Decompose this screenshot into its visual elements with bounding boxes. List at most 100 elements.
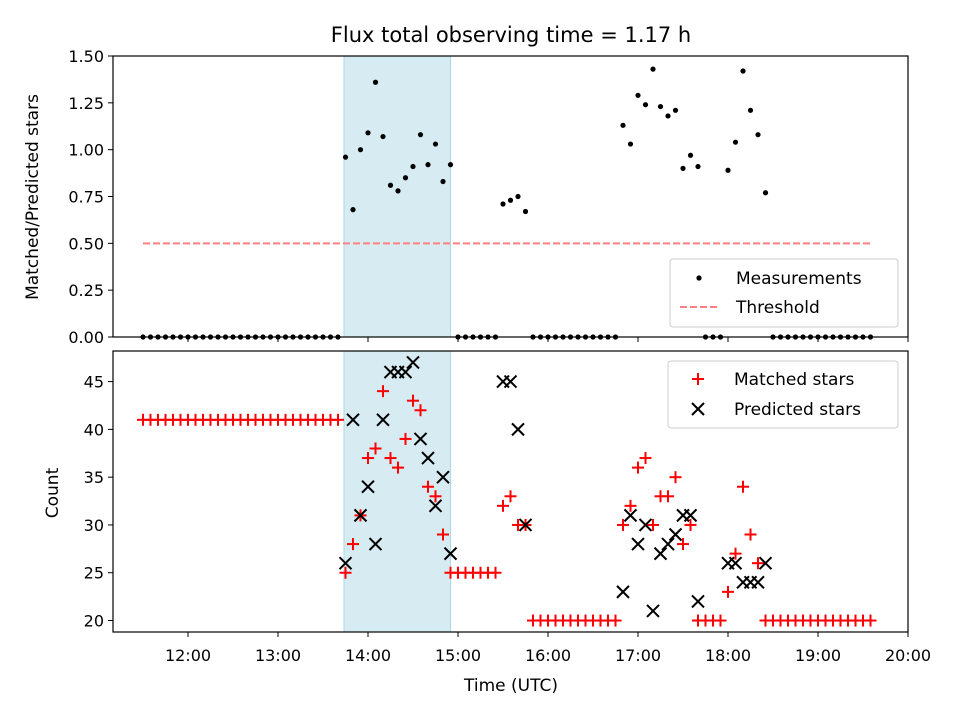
measurement-point — [650, 66, 656, 72]
y-tick-label: 20 — [84, 612, 104, 631]
predicted-star-point — [623, 508, 638, 523]
measurement-point — [695, 163, 701, 170]
predicted-star-point — [346, 413, 360, 427]
measurement-point — [380, 133, 386, 140]
matched-star-point — [617, 518, 629, 531]
matched-star-point — [722, 585, 734, 598]
legend-measurements-marker — [696, 275, 702, 281]
matched-star-point — [624, 499, 637, 512]
matched-star-point — [609, 614, 622, 627]
predicted-star-point — [691, 594, 705, 609]
matched-star-point — [632, 461, 644, 474]
measurement-point — [387, 182, 394, 188]
axes-frame — [112, 350, 909, 633]
predicted-star-point — [421, 451, 435, 465]
x-tick-label: 18:00 — [705, 646, 751, 665]
predicted-star-point — [751, 575, 765, 590]
x-axis-label: Time (UTC) — [463, 676, 558, 696]
matched-star-point — [744, 528, 757, 541]
predicted-star-point — [683, 508, 698, 523]
legend-threshold-label: Threshold — [735, 298, 820, 318]
matched-star-point — [714, 614, 727, 627]
predicted-star-point — [518, 518, 533, 532]
matched-star-point — [504, 490, 517, 503]
measurement-point — [425, 162, 431, 168]
y-tick-label: 0.25 — [68, 281, 104, 300]
matched-star-point — [662, 490, 674, 503]
matched-star-point — [339, 566, 352, 579]
measurement-point — [680, 165, 686, 171]
x-tick-label: 19:00 — [795, 646, 841, 665]
bottom-ylabel: Count — [43, 467, 63, 518]
y-tick-label: 40 — [84, 420, 104, 439]
predicted-star-point — [728, 556, 743, 570]
x-tick-label: 14:00 — [345, 646, 391, 665]
matched-star-point — [752, 557, 764, 570]
matched-star-point — [497, 499, 509, 512]
predicted-star-point — [653, 546, 668, 561]
bottom-legend-box — [667, 360, 899, 429]
matched-star-point — [864, 614, 877, 627]
measurement-point — [395, 188, 401, 194]
matched-star-point — [647, 518, 659, 531]
measurement-point — [665, 113, 671, 119]
measurement-point — [755, 132, 761, 138]
measurement-point — [402, 175, 409, 181]
measurement-point — [732, 139, 739, 145]
top-legend-box — [669, 258, 899, 328]
y-tick-label: 25 — [84, 564, 104, 583]
predicted-star-point — [758, 556, 773, 570]
measurement-point — [657, 103, 664, 110]
y-tick-label: 1.25 — [68, 94, 104, 113]
measurement-point — [365, 130, 371, 136]
predicted-star-point — [616, 585, 630, 599]
measurement-point — [725, 167, 731, 173]
measurement-point — [740, 68, 746, 74]
matched-star-point — [384, 452, 397, 465]
bottom-axes: 20 25 30 35 40 45 12:00 13:00 14:00 15:00 16:00 17:… — [84, 350, 931, 665]
measurement-point — [642, 102, 649, 108]
matched-star-point — [347, 538, 359, 551]
matched-star-point — [639, 452, 652, 465]
bottom-legend: Matched stars Predicted stars — [667, 360, 899, 429]
x-tick-label: 20:00 — [885, 646, 931, 665]
y-tick-label: 35 — [84, 468, 104, 487]
observing-span-bottom — [343, 350, 451, 633]
measurement-point — [507, 197, 514, 203]
predicted-star-point — [503, 374, 518, 389]
matched-star-point — [437, 528, 449, 541]
observing-span-top — [343, 55, 451, 338]
measurement-point — [515, 193, 521, 200]
matched-star-point — [414, 404, 427, 417]
legend-matched-marker — [692, 373, 704, 385]
x-tick-label: 16:00 — [525, 646, 571, 665]
predicted-star-point — [338, 556, 353, 570]
legend-matched-label: Matched stars — [734, 370, 854, 390]
matched-star-point — [392, 461, 404, 474]
measurement-point — [357, 147, 364, 153]
measurement-point — [522, 208, 529, 215]
predicted-star-point — [638, 518, 653, 532]
measurement-point — [747, 107, 754, 113]
matched-star-point — [729, 547, 742, 560]
predicted-star-point — [376, 413, 390, 427]
chart-title: Flux total observing time = 1.17 h — [331, 23, 691, 47]
predicted-star-point — [368, 537, 383, 551]
y-tick-label: 30 — [84, 516, 104, 535]
measurement-point — [410, 163, 416, 170]
measurement-point — [762, 190, 769, 196]
top-ylabel: Matched/Predicted stars — [23, 94, 43, 300]
matched-star-point — [362, 452, 374, 465]
top-legend: Measurements Threshold — [669, 258, 899, 328]
x-tick-label: 17:00 — [615, 646, 661, 665]
y-tick-label: 1.00 — [68, 141, 104, 160]
predicted-star-point — [668, 527, 683, 542]
predicted-star-point — [428, 499, 443, 513]
matched-star-point — [684, 518, 697, 531]
predicted-star-point — [436, 470, 450, 484]
y-tick-label: 0.00 — [68, 328, 104, 347]
legend-measurements-label: Measurements — [736, 269, 862, 289]
matched-star-point — [677, 538, 689, 551]
predicted-star-point — [646, 604, 660, 618]
